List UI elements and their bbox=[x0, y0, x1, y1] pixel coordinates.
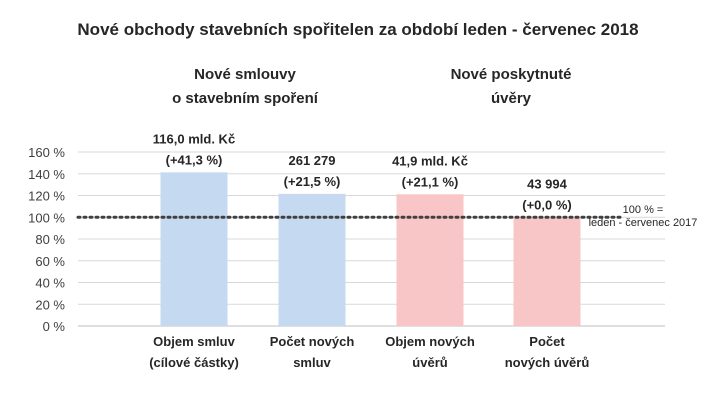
x-category-label: Počet nových bbox=[270, 334, 355, 349]
x-category-label: Počet bbox=[529, 334, 565, 349]
group-title: Nové poskytnuté bbox=[451, 66, 572, 83]
bar bbox=[513, 217, 581, 326]
x-category-label: (cílové částky) bbox=[149, 355, 239, 370]
y-tick-label: 100 % bbox=[28, 210, 65, 225]
chart-title: Nové obchody stavebních spořitelen za ob… bbox=[77, 20, 638, 39]
x-category-label: úvěrů bbox=[412, 355, 447, 370]
data-label: 261 279 bbox=[289, 153, 336, 168]
group-title: o stavebním spoření bbox=[172, 90, 319, 107]
y-tick-label: 160 % bbox=[28, 145, 65, 160]
bar bbox=[396, 194, 464, 326]
data-label: (+21,1 %) bbox=[402, 174, 459, 189]
data-label: (+0,0 %) bbox=[522, 197, 572, 212]
y-tick-label: 120 % bbox=[28, 189, 65, 204]
y-tick-label: 20 % bbox=[35, 297, 65, 312]
bar bbox=[278, 193, 346, 326]
reference-line-label: 100 % = bbox=[623, 204, 664, 216]
data-label: 116,0 mld. Kč bbox=[153, 131, 235, 146]
y-tick-label: 60 % bbox=[35, 254, 65, 269]
y-tick-label: 40 % bbox=[35, 276, 65, 291]
x-category-label: Objem smluv bbox=[153, 334, 235, 349]
group-title: Nové smlouvy bbox=[194, 66, 296, 83]
y-tick-label: 80 % bbox=[35, 232, 65, 247]
data-label: (+21,5 %) bbox=[284, 174, 341, 189]
y-tick-label: 140 % bbox=[28, 167, 65, 182]
data-label: 43 994 bbox=[527, 176, 568, 191]
data-label: (+41,3 %) bbox=[166, 152, 223, 167]
bar bbox=[160, 172, 228, 326]
x-category-label: Objem nových bbox=[385, 334, 475, 349]
y-tick-label: 0 % bbox=[43, 319, 66, 334]
x-category-label: smluv bbox=[293, 355, 331, 370]
x-category-label: nových úvěrů bbox=[505, 355, 590, 370]
reference-line-label: leden - červenec 2017 bbox=[589, 217, 698, 229]
group-title: úvěry bbox=[491, 90, 532, 107]
data-label: 41,9 mld. Kč bbox=[392, 153, 468, 168]
